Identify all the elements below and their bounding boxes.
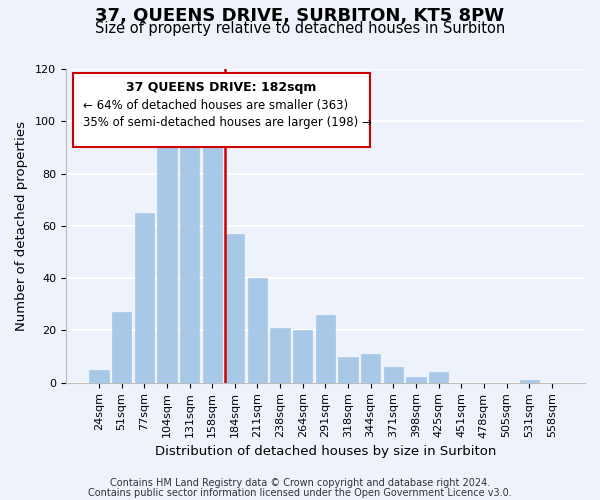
Bar [316, 314, 335, 382]
Bar [225, 234, 244, 382]
Bar [406, 378, 425, 382]
Bar [203, 148, 222, 382]
Bar [429, 372, 448, 382]
Text: 35% of semi-detached houses are larger (198) →: 35% of semi-detached houses are larger (… [83, 116, 372, 130]
Bar [134, 213, 154, 382]
Bar [520, 380, 539, 382]
Text: Contains public sector information licensed under the Open Government Licence v3: Contains public sector information licen… [88, 488, 512, 498]
Text: Contains HM Land Registry data © Crown copyright and database right 2024.: Contains HM Land Registry data © Crown c… [110, 478, 490, 488]
Bar [271, 328, 290, 382]
Text: 37 QUEENS DRIVE: 182sqm: 37 QUEENS DRIVE: 182sqm [127, 82, 317, 94]
Bar [338, 356, 358, 382]
Text: Size of property relative to detached houses in Surbiton: Size of property relative to detached ho… [95, 21, 505, 36]
Bar [157, 145, 176, 382]
Text: 37, QUEENS DRIVE, SURBITON, KT5 8PW: 37, QUEENS DRIVE, SURBITON, KT5 8PW [95, 8, 505, 26]
X-axis label: Distribution of detached houses by size in Surbiton: Distribution of detached houses by size … [155, 444, 496, 458]
Bar [248, 278, 267, 382]
Bar [293, 330, 313, 382]
Bar [180, 132, 199, 382]
Bar [112, 312, 131, 382]
Bar [89, 370, 109, 382]
Bar [361, 354, 380, 382]
Text: ← 64% of detached houses are smaller (363): ← 64% of detached houses are smaller (36… [83, 100, 349, 112]
Bar [383, 367, 403, 382]
Y-axis label: Number of detached properties: Number of detached properties [15, 121, 28, 331]
